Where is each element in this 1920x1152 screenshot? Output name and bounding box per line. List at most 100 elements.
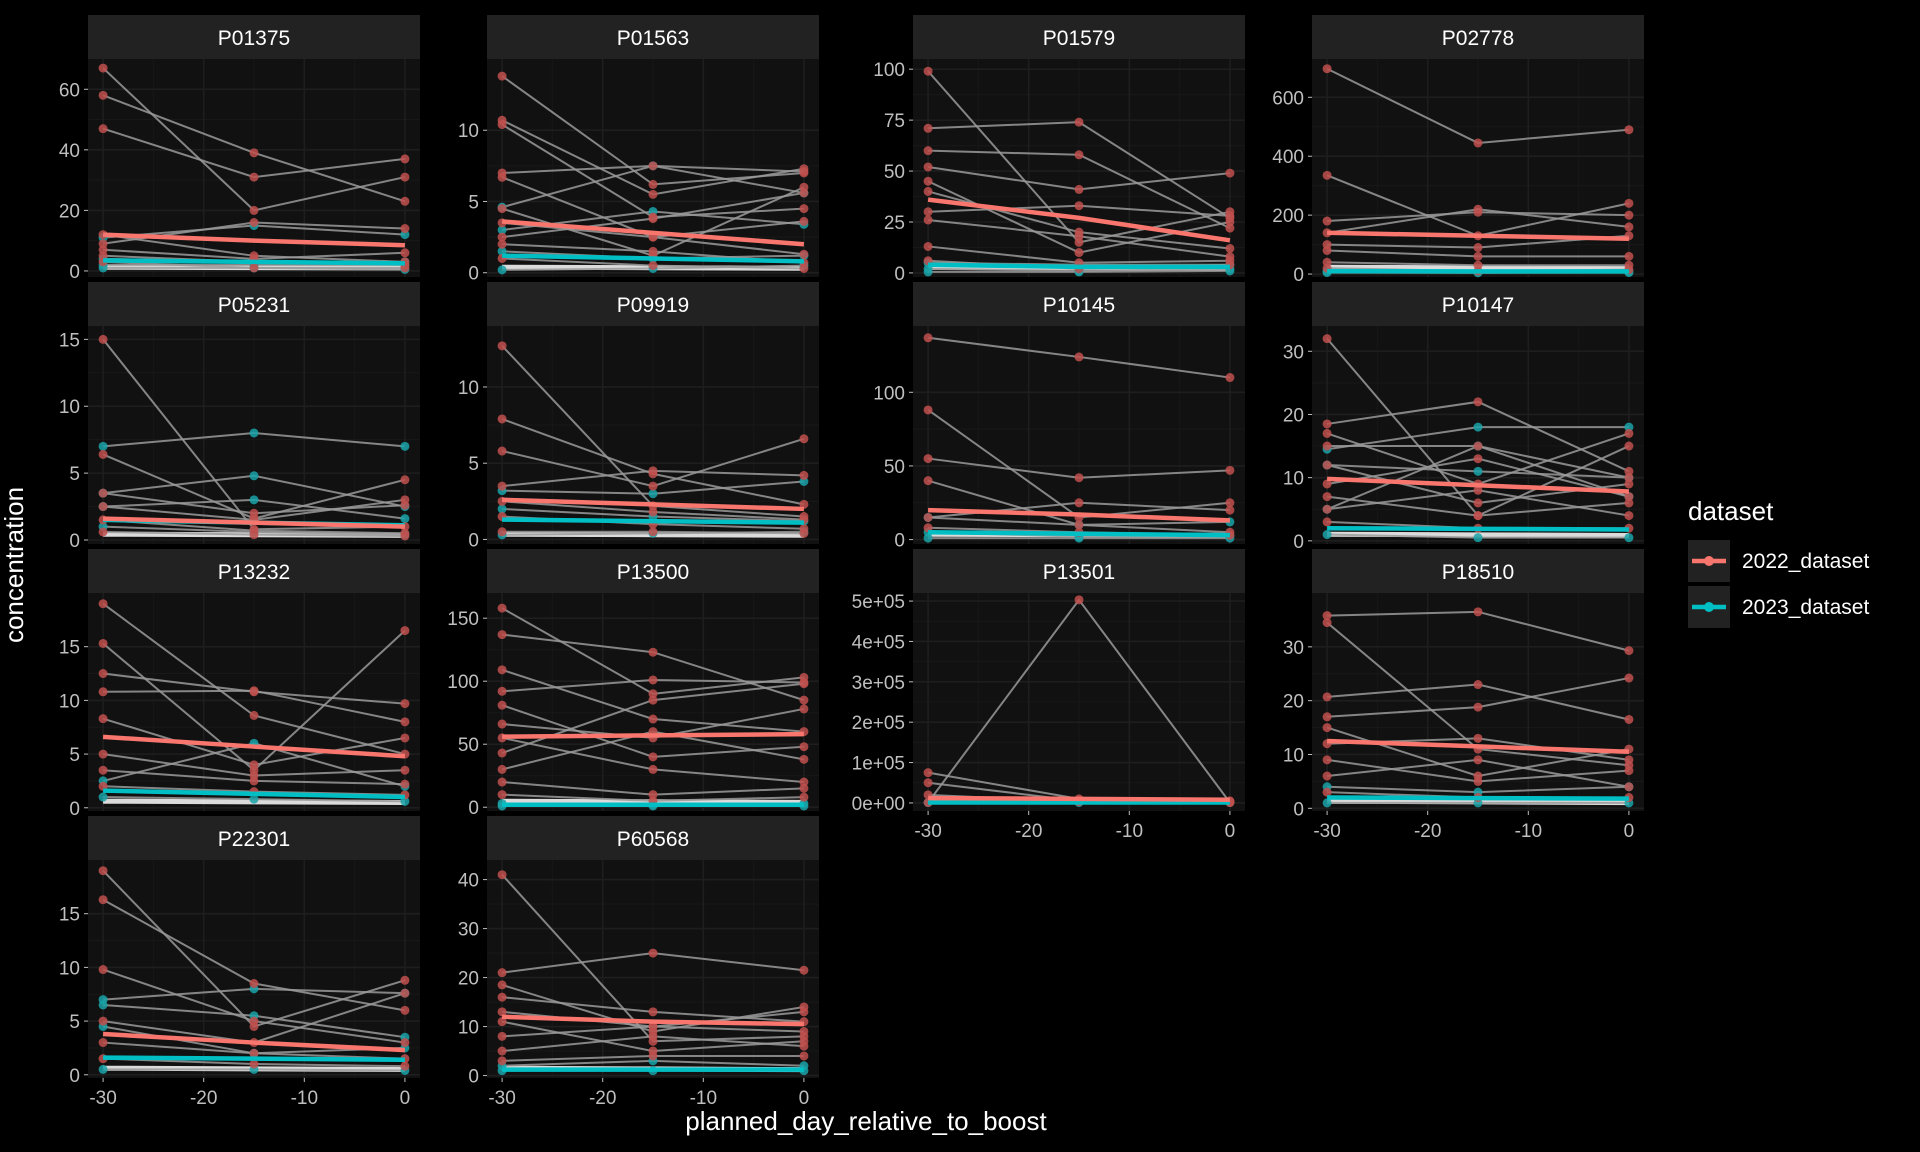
facet-title: P18510 bbox=[1442, 561, 1514, 584]
individual-2022-point bbox=[1323, 772, 1332, 781]
individual-2023-point bbox=[250, 428, 259, 437]
y-tick-label: 75 bbox=[884, 111, 905, 132]
individual-2022-point bbox=[498, 765, 507, 774]
individual-2022-point bbox=[400, 154, 409, 163]
facet-panel-P60568: P60568 0 10 20 30 40 -30 -20 -10 0 bbox=[458, 816, 819, 1109]
trend-line-2022_dataset bbox=[928, 798, 1230, 800]
individual-2022-point bbox=[400, 475, 409, 484]
individual-2022-point bbox=[498, 720, 507, 729]
individual-2023-point bbox=[99, 1065, 108, 1074]
individual-2022-point bbox=[498, 778, 507, 787]
individual-2022-point bbox=[649, 214, 658, 223]
individual-2022-point bbox=[498, 1047, 507, 1056]
individual-2022-point bbox=[1323, 171, 1332, 180]
individual-2022-point bbox=[250, 530, 259, 539]
individual-2022-point bbox=[99, 669, 108, 678]
individual-2022-point bbox=[250, 148, 259, 157]
individual-2022-point bbox=[498, 173, 507, 182]
individual-2022-point bbox=[99, 1038, 108, 1047]
individual-2022-point bbox=[1474, 755, 1483, 764]
y-tick-label: 0 bbox=[468, 798, 479, 819]
individual-2022-point bbox=[498, 790, 507, 799]
individual-2022-point bbox=[924, 177, 933, 186]
individual-2022-point bbox=[1323, 246, 1332, 255]
individual-2022-point bbox=[1225, 169, 1234, 178]
y-tick-label: 50 bbox=[884, 457, 905, 478]
individual-2022-point bbox=[400, 224, 409, 233]
individual-2023-point bbox=[99, 793, 108, 802]
individual-2022-point bbox=[400, 495, 409, 504]
y-tick-label: 10 bbox=[59, 958, 80, 979]
y-tick-label: 0 bbox=[894, 531, 905, 552]
individual-2022-point bbox=[924, 146, 933, 155]
individual-2022-point bbox=[498, 968, 507, 977]
individual-2022-point bbox=[649, 675, 658, 684]
individual-2022-point bbox=[400, 717, 409, 726]
y-tick-label: 10 bbox=[59, 397, 80, 418]
y-tick-label: 20 bbox=[1283, 692, 1304, 713]
x-tick-label: -30 bbox=[488, 1088, 515, 1109]
facet-title: P10147 bbox=[1442, 294, 1514, 317]
y-tick-label: 15 bbox=[59, 330, 80, 351]
individual-2022-point bbox=[1624, 755, 1633, 764]
individual-2022-point bbox=[99, 766, 108, 775]
y-tick-label: 30 bbox=[1283, 638, 1304, 659]
y-tick-label: 10 bbox=[458, 1018, 479, 1039]
individual-2022-point bbox=[498, 447, 507, 456]
y-tick-label: 0 bbox=[1293, 532, 1304, 553]
individual-2022-point bbox=[1323, 442, 1332, 451]
individual-2022-point bbox=[649, 261, 658, 270]
individual-2022-point bbox=[1474, 777, 1483, 786]
individual-2022-point bbox=[1075, 595, 1084, 604]
x-tick-label: -30 bbox=[1313, 821, 1340, 842]
individual-2022-point bbox=[99, 450, 108, 459]
y-tick-label: 0 bbox=[1293, 799, 1304, 820]
individual-2022-point bbox=[498, 687, 507, 696]
individual-2022-point bbox=[1323, 64, 1332, 73]
individual-2022-point bbox=[498, 341, 507, 350]
individual-2022-point bbox=[1624, 429, 1633, 438]
individual-2022-point bbox=[1474, 243, 1483, 252]
individual-2022-point bbox=[1323, 429, 1332, 438]
individual-2022-point bbox=[649, 190, 658, 199]
individual-2022-point bbox=[1075, 150, 1084, 159]
individual-2022-point bbox=[924, 778, 933, 787]
y-tick-label: 0 bbox=[69, 262, 80, 283]
individual-2022-point bbox=[1624, 674, 1633, 683]
y-tick-label: 0 bbox=[1293, 265, 1304, 286]
x-tick-label: -10 bbox=[291, 1088, 318, 1109]
x-tick-label: -20 bbox=[1414, 821, 1441, 842]
y-tick-label: 0 bbox=[69, 799, 80, 820]
y-tick-label: 20 bbox=[458, 969, 479, 990]
individual-2022-point bbox=[649, 648, 658, 657]
individual-2022-point bbox=[99, 866, 108, 875]
y-tick-label: 4e+05 bbox=[852, 632, 905, 653]
facet-title: P05231 bbox=[218, 294, 290, 317]
individual-2022-point bbox=[1323, 723, 1332, 732]
individual-2022-point bbox=[99, 124, 108, 133]
individual-2022-point bbox=[498, 240, 507, 249]
individual-2022-point bbox=[799, 529, 808, 538]
individual-2022-point bbox=[1075, 498, 1084, 507]
individual-2022-point bbox=[498, 1032, 507, 1041]
trend-line-2023_dataset bbox=[928, 265, 1230, 267]
individual-2022-point bbox=[1474, 498, 1483, 507]
individual-2022-point bbox=[1474, 138, 1483, 147]
individual-2022-point bbox=[649, 696, 658, 705]
individual-2022-point bbox=[99, 502, 108, 511]
individual-2022-point bbox=[400, 248, 409, 257]
y-tick-label: 30 bbox=[1283, 342, 1304, 363]
y-tick-label: 0 bbox=[69, 1066, 80, 1087]
individual-2022-point bbox=[649, 752, 658, 761]
y-tick-label: 5e+05 bbox=[852, 592, 905, 613]
individual-2022-point bbox=[1624, 715, 1633, 724]
y-tick-label: 10 bbox=[1283, 745, 1304, 766]
y-tick-label: 60 bbox=[59, 80, 80, 101]
individual-2023-point bbox=[400, 514, 409, 523]
individual-2022-point bbox=[498, 993, 507, 1002]
facet-title: P02778 bbox=[1442, 27, 1514, 50]
individual-2022-point bbox=[799, 471, 808, 480]
legend-key-point bbox=[1704, 556, 1714, 566]
individual-2023-point bbox=[250, 471, 259, 480]
y-tick-label: 0 bbox=[468, 530, 479, 551]
